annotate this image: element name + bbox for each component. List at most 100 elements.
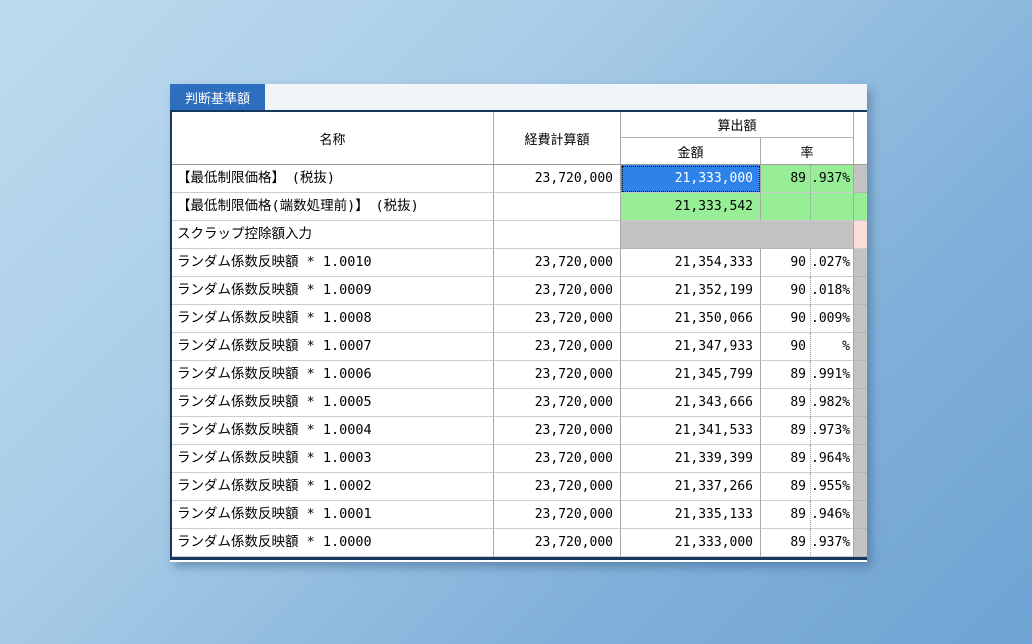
table-row: ランダム係数反映額 * 1.0007 23,720,000 21,347,933 90… <box>172 333 867 361</box>
clipped-column-cell <box>854 193 867 221</box>
clipped-column-cell <box>854 221 867 249</box>
clipped-column-cell <box>854 529 867 557</box>
table-row: ランダム係数反映額 * 1.0001 23,720,000 21,335,133 89… <box>172 501 867 529</box>
calculation-table: 名称 経費計算額 算出額 金額 率 【最低制限価格】 (税抜) 23,720,00… <box>170 112 867 560</box>
output-amount-cell[interactable]: 21,343,666 <box>621 389 761 417</box>
rate-integer-cell[interactable]: 89 <box>761 473 811 501</box>
table-row: ランダム係数反映額 * 1.0003 23,720,000 21,339,399 89… <box>172 445 867 473</box>
output-amount-cell[interactable]: 21,339,399 <box>621 445 761 473</box>
rate-decimal-cell[interactable]: .973% <box>811 417 854 445</box>
table-row: ランダム係数反映額 * 1.0002 23,720,000 21,337,266 89… <box>172 473 867 501</box>
output-amount-cell[interactable]: 21,354,333 <box>621 249 761 277</box>
clipped-column-cell <box>854 473 867 501</box>
output-amount-cell[interactable]: 21,337,266 <box>621 473 761 501</box>
rate-integer-cell[interactable]: 89 <box>761 445 811 473</box>
tab-judgment-standard[interactable]: 判断基準額 <box>170 84 266 110</box>
table-row: 【最低制限価格(端数処理前)】 (税抜) 21,333,542 <box>172 193 867 221</box>
row-name-cell: ランダム係数反映額 * 1.0010 <box>172 249 494 277</box>
disabled-output-cell[interactable] <box>621 221 854 249</box>
row-name-cell: スクラップ控除額入力 <box>172 221 494 249</box>
table-header: 名称 経費計算額 算出額 金額 率 <box>172 112 867 165</box>
rate-decimal-cell[interactable]: .009% <box>811 305 854 333</box>
rate-decimal-cell[interactable] <box>811 193 854 221</box>
rate-decimal-cell[interactable]: .027% <box>811 249 854 277</box>
rate-decimal-cell[interactable]: .937% <box>811 165 854 193</box>
rate-integer-cell[interactable]: 90 <box>761 333 811 361</box>
expense-amount-cell[interactable]: 23,720,000 <box>494 389 621 417</box>
output-amount-cell[interactable]: 21,341,533 <box>621 417 761 445</box>
table-row: ランダム係数反映額 * 1.0008 23,720,000 21,350,066 90… <box>172 305 867 333</box>
rate-integer-cell[interactable]: 89 <box>761 529 811 557</box>
row-name-cell: ランダム係数反映額 * 1.0003 <box>172 445 494 473</box>
expense-amount-cell[interactable]: 23,720,000 <box>494 361 621 389</box>
output-amount-cell[interactable]: 21,335,133 <box>621 501 761 529</box>
rate-decimal-cell[interactable]: .982% <box>811 389 854 417</box>
row-name-cell: 【最低制限価格(端数処理前)】 (税抜) <box>172 193 494 221</box>
row-name-cell: ランダム係数反映額 * 1.0008 <box>172 305 494 333</box>
output-amount-cell[interactable]: 21,333,000 <box>621 165 761 193</box>
rate-integer-cell[interactable]: 89 <box>761 501 811 529</box>
column-group-output: 算出額 金額 率 <box>621 112 854 165</box>
rate-integer-cell[interactable]: 90 <box>761 305 811 333</box>
rate-decimal-cell[interactable]: % <box>811 333 854 361</box>
expense-amount-cell[interactable]: 23,720,000 <box>494 305 621 333</box>
rate-integer-cell[interactable]: 89 <box>761 361 811 389</box>
column-header-amount: 金額 <box>621 138 761 165</box>
expense-amount-cell[interactable]: 23,720,000 <box>494 277 621 305</box>
rate-decimal-cell[interactable]: .946% <box>811 501 854 529</box>
rate-decimal-cell[interactable]: .964% <box>811 445 854 473</box>
clipped-column-cell <box>854 445 867 473</box>
table-row: ランダム係数反映額 * 1.0000 23,720,000 21,333,000 89… <box>172 529 867 557</box>
rate-integer-cell[interactable]: 89 <box>761 417 811 445</box>
output-amount-cell[interactable]: 21,347,933 <box>621 333 761 361</box>
rate-decimal-cell[interactable]: .018% <box>811 277 854 305</box>
rate-decimal-cell[interactable]: .937% <box>811 529 854 557</box>
clipped-column-header <box>854 112 867 165</box>
table-body: 【最低制限価格】 (税抜) 23,720,000 21,333,000 89.937%… <box>172 165 867 557</box>
row-name-cell: ランダム係数反映額 * 1.0009 <box>172 277 494 305</box>
output-amount-cell[interactable]: 21,333,542 <box>621 193 761 221</box>
column-header-expense: 経費計算額 <box>494 112 621 165</box>
rate-integer-cell[interactable] <box>761 193 811 221</box>
row-name-cell: ランダム係数反映額 * 1.0007 <box>172 333 494 361</box>
row-name-cell: ランダム係数反映額 * 1.0005 <box>172 389 494 417</box>
judgment-standard-window: 判断基準額 名称 経費計算額 算出額 金額 率 【最低制限価格】 (税抜) 23,… <box>170 84 867 562</box>
table-row: ランダム係数反映額 * 1.0004 23,720,000 21,341,533 89… <box>172 417 867 445</box>
rate-integer-cell[interactable]: 89 <box>761 165 811 193</box>
table-row: 【最低制限価格】 (税抜) 23,720,000 21,333,000 89.937% <box>172 165 867 193</box>
expense-amount-cell[interactable] <box>494 193 621 221</box>
row-name-cell: 【最低制限価格】 (税抜) <box>172 165 494 193</box>
expense-amount-cell[interactable]: 23,720,000 <box>494 417 621 445</box>
clipped-column-cell <box>854 333 867 361</box>
expense-amount-cell[interactable]: 23,720,000 <box>494 501 621 529</box>
rate-integer-cell[interactable]: 89 <box>761 389 811 417</box>
clipped-column-cell <box>854 305 867 333</box>
column-header-output-amount: 算出額 <box>621 112 854 138</box>
expense-amount-cell[interactable]: 23,720,000 <box>494 529 621 557</box>
clipped-column-cell <box>854 249 867 277</box>
column-header-rate: 率 <box>761 138 854 165</box>
expense-amount-cell[interactable]: 23,720,000 <box>494 333 621 361</box>
expense-amount-cell[interactable]: 23,720,000 <box>494 445 621 473</box>
rate-decimal-cell[interactable]: .991% <box>811 361 854 389</box>
output-amount-cell[interactable]: 21,352,199 <box>621 277 761 305</box>
expense-amount-cell[interactable]: 23,720,000 <box>494 249 621 277</box>
clipped-column-cell <box>854 417 867 445</box>
expense-amount-cell[interactable]: 23,720,000 <box>494 473 621 501</box>
rate-decimal-cell[interactable]: .955% <box>811 473 854 501</box>
table-row: ランダム係数反映額 * 1.0006 23,720,000 21,345,799 89… <box>172 361 867 389</box>
table-row: スクラップ控除額入力 <box>172 221 867 249</box>
clipped-column-cell <box>854 361 867 389</box>
table-row: ランダム係数反映額 * 1.0009 23,720,000 21,352,199 90… <box>172 277 867 305</box>
rate-integer-cell[interactable]: 90 <box>761 277 811 305</box>
output-amount-cell[interactable]: 21,350,066 <box>621 305 761 333</box>
rate-integer-cell[interactable]: 90 <box>761 249 811 277</box>
table-row: ランダム係数反映額 * 1.0010 23,720,000 21,354,333 90… <box>172 249 867 277</box>
expense-amount-cell[interactable]: 23,720,000 <box>494 165 621 193</box>
output-amount-cell[interactable]: 21,345,799 <box>621 361 761 389</box>
row-name-cell: ランダム係数反映額 * 1.0000 <box>172 529 494 557</box>
expense-amount-cell[interactable] <box>494 221 621 249</box>
output-amount-cell[interactable]: 21,333,000 <box>621 529 761 557</box>
clipped-column-cell <box>854 165 867 193</box>
